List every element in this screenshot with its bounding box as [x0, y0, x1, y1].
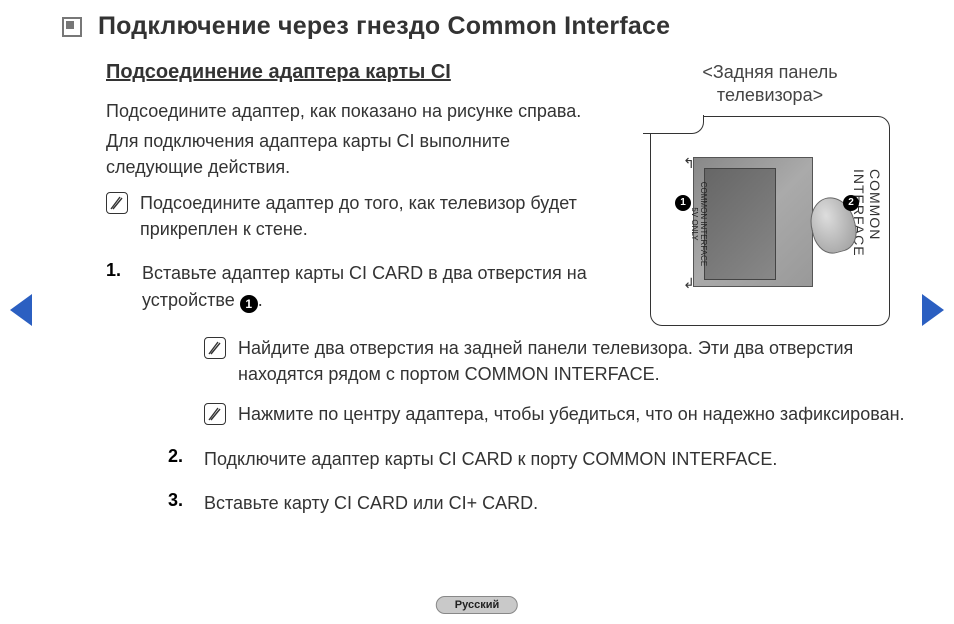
note-icon	[106, 192, 128, 214]
step-1-note-a: Найдите два отверстия на задней панели т…	[238, 335, 910, 387]
diagram-container: COMMON INTERFACE COMMON INTERFACE 5V ONL…	[650, 116, 890, 326]
arrow-icon: ↰	[683, 155, 695, 172]
step-1-number: 1.	[106, 260, 128, 317]
arrow-icon: ↲	[683, 275, 695, 292]
section-bullet-icon	[62, 17, 82, 37]
step-3-number: 3.	[168, 490, 190, 520]
intro-paragraph-1: Подсоедините адаптер, как показано на ри…	[106, 98, 606, 124]
slot-label-1: COMMON INTERFACE	[699, 182, 708, 266]
step-2-text: Подключите адаптер карты CI CARD к порту…	[204, 446, 910, 472]
step-1-text-a: Вставьте адаптер карты CI CARD в два отв…	[142, 263, 587, 309]
step-1-note-b: Нажмите по центру адаптера, чтобы убедит…	[238, 401, 905, 427]
ci-slot-label: COMMON INTERFACE 5V ONLY	[689, 179, 707, 269]
diagram-marker-2: 2	[843, 195, 859, 211]
note-icon	[204, 337, 226, 359]
diagram-caption: <Задняя панель телевизора>	[630, 61, 910, 108]
note-top-text: Подсоедините адаптер до того, как телеви…	[140, 190, 606, 242]
step-3-text: Вставьте карту CI CARD или CI+ CARD.	[204, 490, 910, 516]
step-2-number: 2.	[168, 446, 190, 476]
intro-paragraph-2: Для подключения адаптера карты CI выполн…	[106, 128, 606, 180]
diagram-caption-line-2: телевизора>	[717, 85, 823, 105]
diagram-side-label: COMMON INTERFACE	[851, 169, 883, 273]
circle-number-1-icon: 1	[240, 295, 258, 313]
diagram-marker-1: 1	[675, 195, 691, 211]
note-icon	[204, 403, 226, 425]
step-1-text: Вставьте адаптер карты CI CARD в два отв…	[142, 260, 606, 313]
nav-prev-icon[interactable]	[10, 294, 32, 326]
diagram-caption-line-1: <Задняя панель	[702, 62, 837, 82]
page-title: Подключение через гнездо Common Interfac…	[98, 12, 670, 41]
language-badge: Русский	[436, 596, 518, 614]
subtitle: Подсоединение адаптера карты CI	[106, 61, 606, 84]
step-1-dot: .	[258, 290, 263, 310]
slot-label-2: 5V ONLY	[690, 207, 699, 240]
nav-next-icon[interactable]	[922, 294, 944, 326]
ci-slot-graphic	[693, 157, 813, 287]
